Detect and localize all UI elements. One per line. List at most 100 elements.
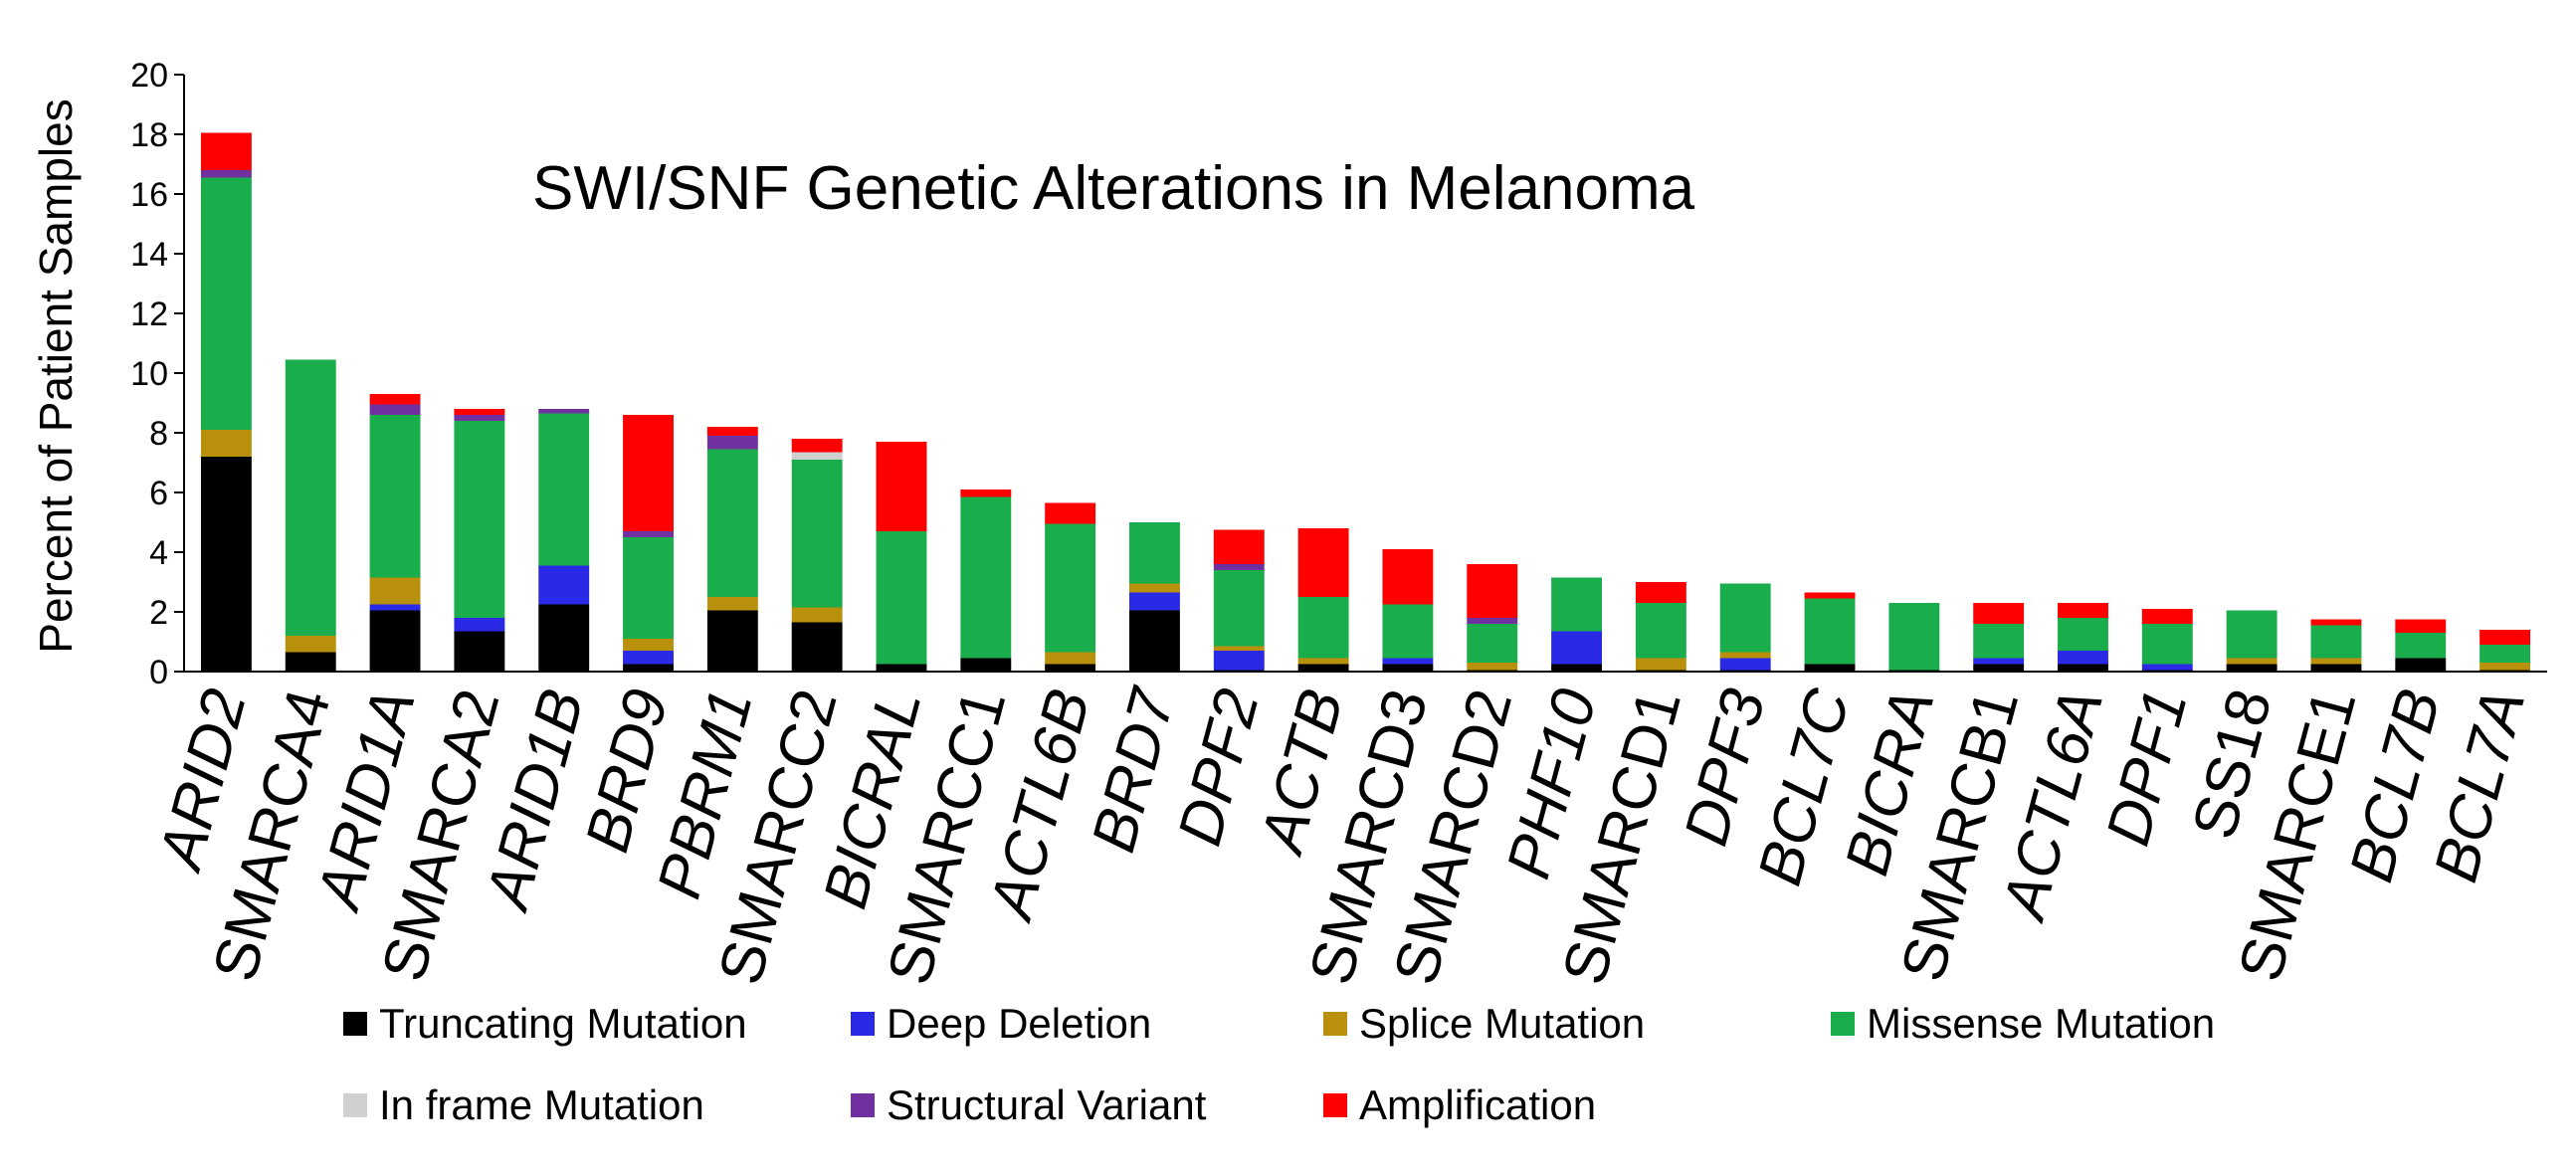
legend-label-structural-variant: Structural Variant bbox=[887, 1081, 1207, 1128]
chart-title: SWI/SNF Genetic Alterations in Melanoma bbox=[532, 154, 1695, 223]
legend-swatch-truncating-mutation bbox=[343, 1012, 367, 1036]
x-labels-group: ARID2SMARCA4ARID1ASMARCA2ARID1BBRD9PBRM1… bbox=[145, 680, 2538, 991]
y-tick-label: 8 bbox=[149, 415, 168, 453]
bar-segment-SMARCD3-deep-deletion bbox=[1382, 658, 1434, 665]
bar-segment-SMARCB1-deep-deletion bbox=[1973, 658, 2025, 665]
bar-segment-BCL7B-missense-mutation bbox=[2395, 633, 2447, 659]
bar-segment-BRD7-missense-mutation bbox=[1129, 522, 1180, 584]
bar-segment-PHF10-missense-mutation bbox=[1551, 577, 1602, 632]
bar-segment-ACTB-missense-mutation bbox=[1297, 597, 1349, 659]
bar-segment-BICRAL-truncating-mutation bbox=[876, 664, 927, 672]
legend-label-deep-deletion: Deep Deletion bbox=[887, 1000, 1151, 1047]
bar-segment-SMARCD2-splice-mutation bbox=[1467, 663, 1518, 671]
bar-segment-SMARCA2-truncating-mutation bbox=[454, 631, 505, 672]
legend-swatch-missense-mutation bbox=[1831, 1012, 1855, 1036]
bar-segment-ARID1A-splice-mutation bbox=[369, 577, 421, 605]
bar-segment-ACTL6A-amplification bbox=[2058, 603, 2108, 618]
bar-segment-BRD7-deep-deletion bbox=[1129, 592, 1180, 611]
bar-segment-SMARCB1-amplification bbox=[1973, 603, 2025, 624]
bar-segment-ACTL6B-splice-mutation bbox=[1045, 652, 1096, 665]
bar-segment-BCL7C-missense-mutation bbox=[1804, 598, 1856, 665]
bar-segment-ARID2-truncating-mutation bbox=[200, 457, 252, 672]
bar-segment-SMARCA4-splice-mutation bbox=[285, 636, 336, 653]
bar-segment-SMARCD1-splice-mutation bbox=[1635, 658, 1686, 671]
bar-segment-SMARCD2-structural-variant bbox=[1467, 618, 1518, 624]
bar-segment-SMARCE1-truncating-mutation bbox=[2310, 664, 2362, 672]
bar-segment-DPF2-amplification bbox=[1213, 529, 1265, 564]
bar-segment-ACTB-amplification bbox=[1297, 528, 1349, 597]
bar-segment-SMARCB1-truncating-mutation bbox=[1973, 664, 2025, 672]
bar-segment-BICRA-missense-mutation bbox=[1888, 603, 1940, 671]
bar-segment-PBRM1-structural-variant bbox=[706, 436, 758, 450]
bar-segment-ARID2-splice-mutation bbox=[200, 430, 252, 457]
legend-label-splice-mutation: Splice Mutation bbox=[1359, 1000, 1645, 1047]
bar-segment-SMARCA2-missense-mutation bbox=[454, 421, 505, 618]
legend-label-in-frame-mutation: In frame Mutation bbox=[379, 1081, 704, 1128]
bar-segment-ACTL6B-amplification bbox=[1045, 502, 1096, 524]
bar-segment-BRD9-deep-deletion bbox=[623, 651, 674, 665]
bar-segment-SMARCD3-amplification bbox=[1382, 549, 1434, 605]
bar-segment-PBRM1-amplification bbox=[706, 427, 758, 436]
y-tick-label: 20 bbox=[130, 57, 168, 95]
bar-segment-PHF10-truncating-mutation bbox=[1551, 664, 1602, 672]
bar-segment-SMARCE1-amplification bbox=[2310, 619, 2362, 626]
bar-segment-ARID1A-missense-mutation bbox=[369, 415, 421, 578]
bar-segment-SS18-splice-mutation bbox=[2226, 658, 2278, 665]
bar-segment-BCL7A-amplification bbox=[2479, 630, 2531, 645]
bar-segment-DPF3-deep-deletion bbox=[1719, 658, 1771, 671]
bar-segment-ARID1B-truncating-mutation bbox=[538, 604, 590, 672]
bar-segment-DPF2-splice-mutation bbox=[1213, 646, 1265, 651]
legend-swatch-deep-deletion bbox=[851, 1012, 875, 1036]
bar-segment-PBRM1-missense-mutation bbox=[706, 449, 758, 597]
y-tick-label: 0 bbox=[149, 654, 168, 691]
bar-segment-ARID1A-truncating-mutation bbox=[369, 610, 421, 672]
bar-segment-ARID2-amplification bbox=[200, 132, 252, 170]
bar-segment-BCL7A-missense-mutation bbox=[2479, 645, 2531, 663]
bar-segment-ARID1A-structural-variant bbox=[369, 404, 421, 415]
bar-segment-ARID1A-deep-deletion bbox=[369, 604, 421, 611]
bar-segment-BRD7-splice-mutation bbox=[1129, 583, 1180, 593]
bar-segment-BCL7C-truncating-mutation bbox=[1804, 664, 1856, 672]
bar-segment-SMARCB1-missense-mutation bbox=[1973, 624, 2025, 659]
bar-segment-SMARCE1-splice-mutation bbox=[2310, 658, 2362, 665]
bar-segment-SMARCD2-missense-mutation bbox=[1467, 624, 1518, 663]
legend-label-amplification: Amplification bbox=[1359, 1081, 1596, 1128]
bar-segment-ACTB-truncating-mutation bbox=[1297, 664, 1349, 672]
bar-segment-SMARCD1-missense-mutation bbox=[1635, 603, 1686, 659]
bar-segment-DPF1-amplification bbox=[2141, 609, 2193, 624]
bar-segment-PBRM1-splice-mutation bbox=[706, 597, 758, 611]
bar-segment-SMARCD3-truncating-mutation bbox=[1382, 664, 1434, 672]
bar-segment-DPF3-splice-mutation bbox=[1719, 652, 1771, 659]
bar-segment-SMARCC2-amplification bbox=[791, 439, 843, 453]
bar-segment-ACTL6B-truncating-mutation bbox=[1045, 664, 1096, 672]
bar-segment-ARID2-missense-mutation bbox=[200, 177, 252, 430]
bar-segment-SS18-truncating-mutation bbox=[2226, 664, 2278, 672]
bar-segment-SMARCC2-missense-mutation bbox=[791, 460, 843, 608]
bar-segment-SMARCA4-truncating-mutation bbox=[285, 652, 336, 672]
y-tick-label: 4 bbox=[149, 534, 168, 572]
bar-segment-SMARCC1-missense-mutation bbox=[960, 496, 1012, 659]
y-tick-label: 18 bbox=[130, 116, 168, 154]
bar-segment-BRD7-truncating-mutation bbox=[1129, 610, 1180, 672]
bar-segment-ARID1B-structural-variant bbox=[538, 409, 590, 414]
legend-label-truncating-mutation: Truncating Mutation bbox=[379, 1000, 747, 1047]
bar-segment-BCL7C-amplification bbox=[1804, 592, 1856, 599]
bar-segment-BICRAL-amplification bbox=[876, 442, 927, 531]
bar-segment-ARID1A-amplification bbox=[369, 394, 421, 405]
bars-group bbox=[200, 132, 2531, 672]
bar-segment-ACTL6A-missense-mutation bbox=[2058, 618, 2108, 651]
bar-segment-PBRM1-truncating-mutation bbox=[706, 610, 758, 672]
y-tick-label: 2 bbox=[149, 594, 168, 632]
legend-swatch-splice-mutation bbox=[1323, 1012, 1347, 1036]
legend-label-missense-mutation: Missense Mutation bbox=[1867, 1000, 2215, 1047]
bar-segment-SMARCA2-amplification bbox=[454, 409, 505, 415]
bar-segment-BCL7B-amplification bbox=[2395, 619, 2447, 633]
bar-segment-DPF3-missense-mutation bbox=[1719, 583, 1771, 653]
legend: Truncating Mutation Deep Deletion Splice M… bbox=[343, 1000, 2215, 1128]
bar-segment-BCL7A-splice-mutation bbox=[2479, 663, 2531, 671]
legend-swatch-structural-variant bbox=[851, 1093, 875, 1117]
bar-segment-SMARCC1-amplification bbox=[960, 489, 1012, 497]
bar-segment-SS18-missense-mutation bbox=[2226, 610, 2278, 659]
bar-segment-ARID1B-deep-deletion bbox=[538, 565, 590, 605]
